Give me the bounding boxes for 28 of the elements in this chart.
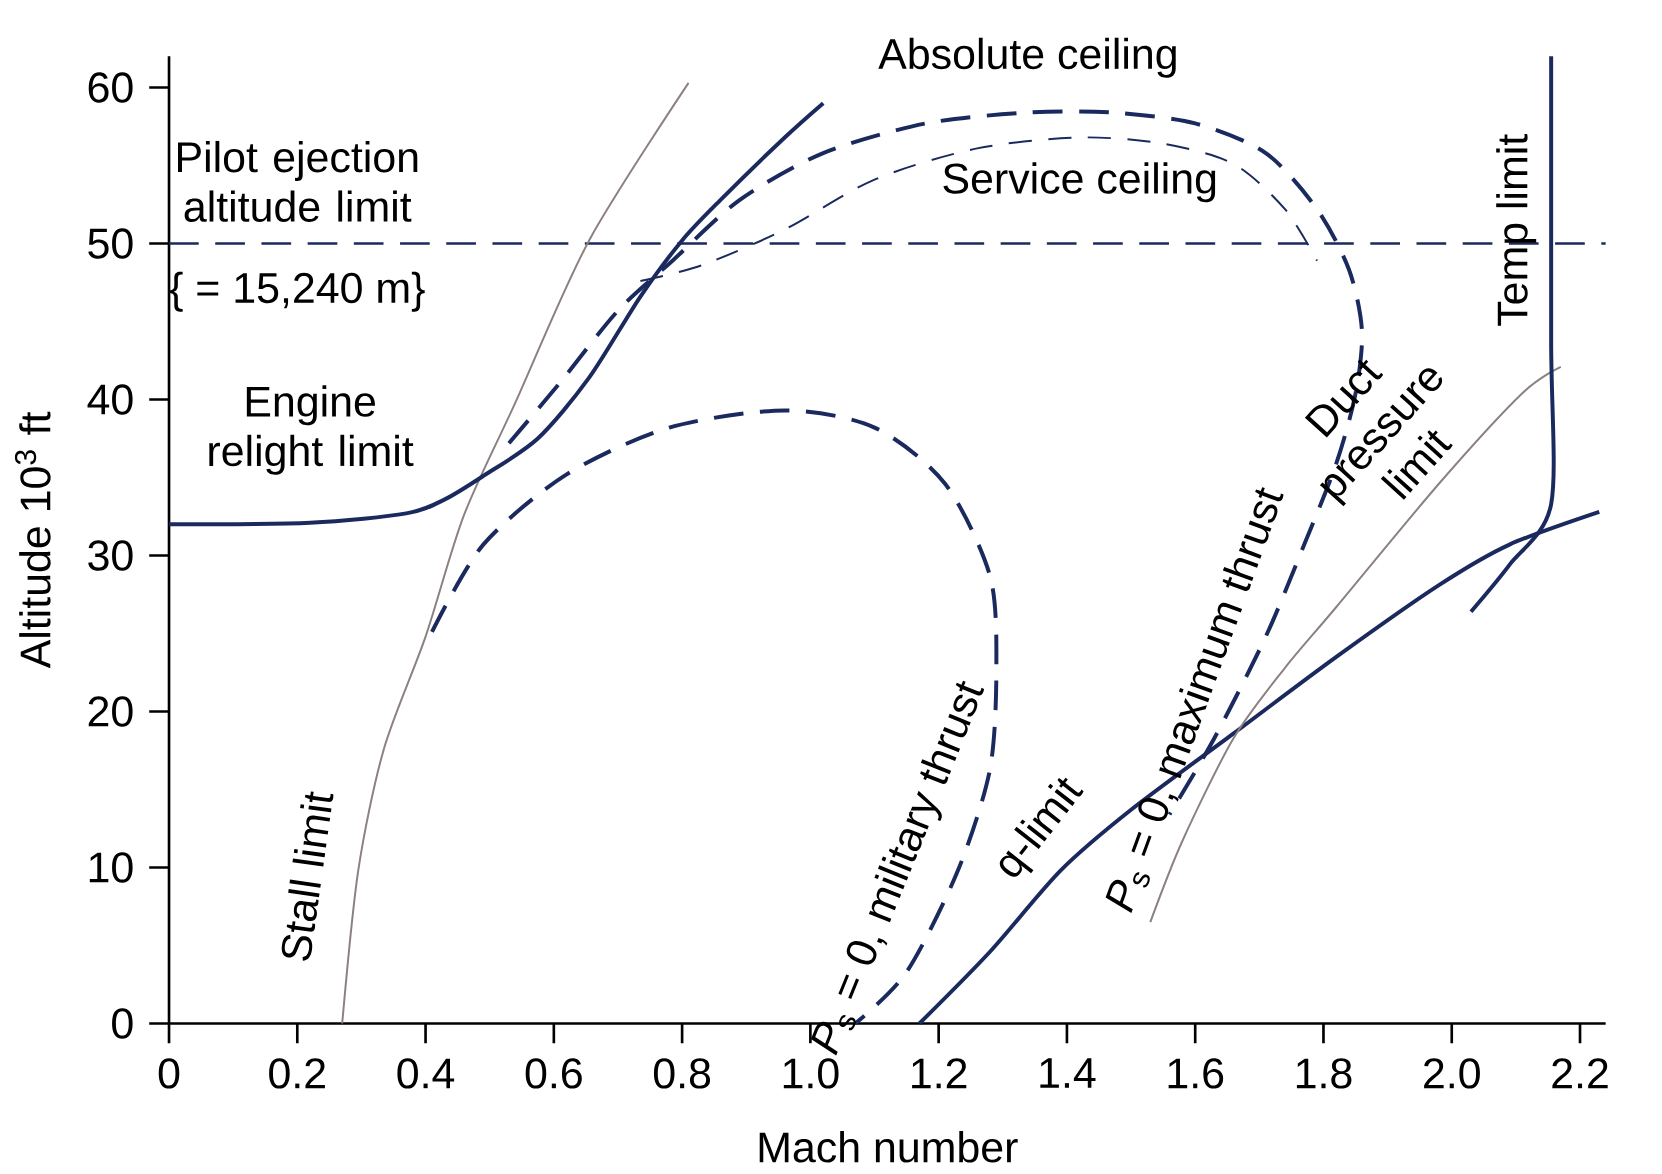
y-tick-label: 20	[88, 696, 133, 727]
x-tick-label: 0	[158, 1058, 180, 1089]
x-tick-label: 2.2	[1552, 1058, 1608, 1089]
y-tick-label: 0	[112, 1008, 133, 1039]
series-label: Absolute ceiling	[878, 37, 1176, 78]
x-axis-title: Mach number	[759, 1131, 1018, 1163]
text: Temp limit	[1496, 134, 1537, 327]
ref-line-label: Pilot ejection altitude limit	[178, 141, 418, 223]
x-tick-label: 1.2	[912, 1058, 967, 1089]
x-tick-label: 0.8	[653, 1058, 711, 1089]
y-tick-label: 50	[88, 228, 133, 259]
x-tick-label: 1.8	[1296, 1058, 1352, 1089]
series-label: Engine relight limit	[209, 385, 414, 475]
x-tick-label: 0.2	[269, 1058, 325, 1089]
y-tick-label: 30	[88, 540, 133, 571]
x-tick-label: 1.6	[1168, 1058, 1224, 1089]
y-axis-title: Altitude 10$^{3}$ ft	[14, 411, 51, 669]
x-tick-label: 1.0	[783, 1058, 839, 1089]
y-tick-label: 40	[87, 384, 133, 415]
x-tick-label: 0.6	[525, 1058, 582, 1089]
x-tick-label: 2.0	[1424, 1058, 1480, 1089]
text: Stall limit	[281, 791, 334, 961]
series-label: Service ceiling	[943, 162, 1216, 203]
y-tick-label: 60	[88, 72, 133, 103]
x-tick-label: 1.4	[1040, 1058, 1096, 1088]
annotation: { = 15,240 m}	[169, 271, 425, 312]
x-tick-label: 0.4	[397, 1058, 455, 1089]
y-tick-label: 10	[89, 852, 133, 883]
